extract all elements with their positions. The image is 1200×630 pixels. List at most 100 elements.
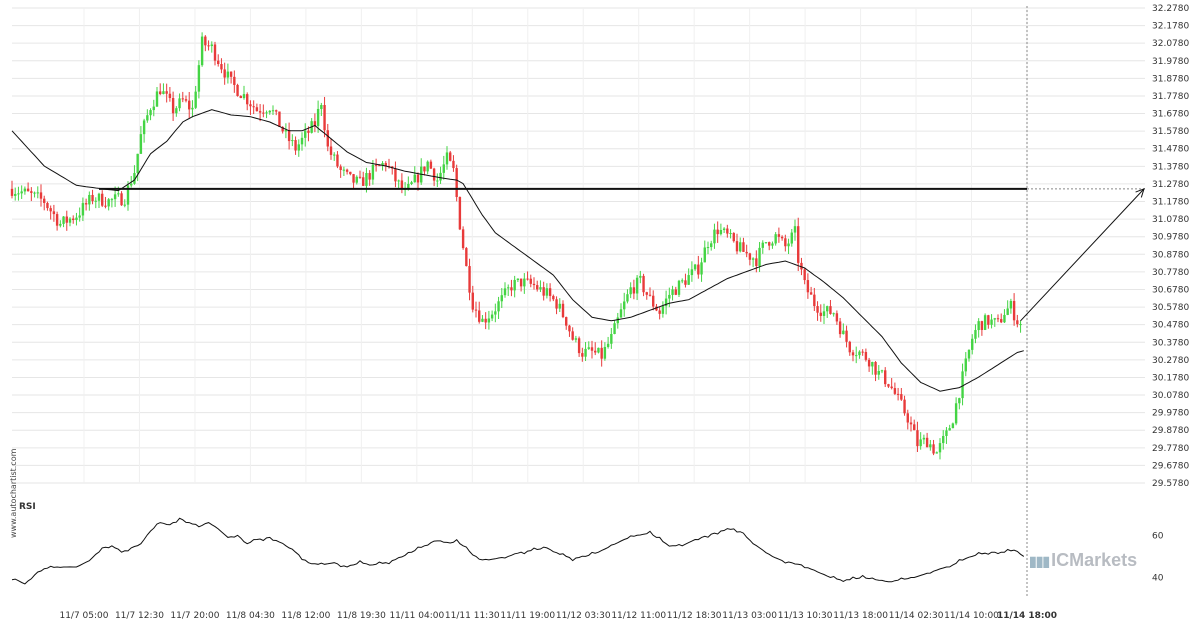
- candle-body: [690, 269, 694, 276]
- candle-body: [809, 292, 813, 295]
- candle-body: [381, 163, 384, 166]
- candle-body: [26, 188, 30, 192]
- y-tick-label: 32.0780: [1152, 39, 1189, 49]
- candle-body: [146, 115, 149, 121]
- candle-body: [790, 232, 793, 244]
- candle-body: [213, 44, 217, 61]
- y-tick-label: 30.4780: [1152, 321, 1189, 331]
- y-tick-label: 30.5780: [1152, 303, 1189, 313]
- icmarkets-logo: ▮▮▮ ICMarkets: [1029, 550, 1137, 571]
- candle-body: [967, 349, 971, 359]
- candle-body: [864, 351, 868, 360]
- y-tick-label: 32.2780: [1152, 4, 1189, 14]
- candle-body: [307, 130, 310, 133]
- candle-body: [68, 218, 72, 223]
- candle-body: [561, 303, 565, 318]
- candle-body: [945, 430, 948, 436]
- candle-body: [436, 180, 439, 182]
- candle-body: [726, 228, 729, 234]
- candle-body: [629, 287, 632, 295]
- candle-body: [355, 176, 358, 183]
- candle-body: [813, 294, 816, 307]
- candle-body: [97, 193, 101, 201]
- candle-body: [123, 204, 126, 206]
- candle-body: [603, 346, 607, 359]
- candle-body: [610, 333, 613, 344]
- y-tick-label: 31.5780: [1152, 127, 1189, 137]
- candle-body: [877, 370, 880, 375]
- candle-body: [971, 338, 974, 350]
- candle-body: [642, 275, 645, 293]
- candle-body: [291, 140, 294, 142]
- candle-body: [548, 288, 552, 296]
- candle-body: [851, 352, 855, 356]
- candle-body: [529, 278, 532, 284]
- candle-body: [165, 91, 168, 94]
- candle-body: [313, 121, 317, 126]
- candle-body: [819, 312, 822, 316]
- candlestick-series: [10, 32, 1022, 460]
- candle-body: [758, 247, 761, 266]
- candle-body: [59, 223, 62, 226]
- candle-body: [606, 343, 610, 347]
- candle-body: [906, 413, 909, 423]
- candle-body: [471, 292, 474, 310]
- candle-body: [55, 214, 59, 226]
- candle-body: [300, 137, 304, 145]
- candle-body: [252, 106, 255, 108]
- candle-body: [884, 370, 887, 385]
- y-tick-label: 29.9780: [1152, 409, 1189, 419]
- y-tick-label: 30.8780: [1152, 250, 1189, 260]
- candle-body: [684, 280, 687, 285]
- candle-body: [838, 321, 842, 335]
- candle-body: [497, 301, 500, 312]
- candle-body: [784, 238, 787, 247]
- candle-body: [400, 180, 404, 190]
- candle-body: [842, 330, 845, 335]
- candle-body: [613, 323, 616, 334]
- candle-body: [220, 64, 223, 70]
- candle-body: [287, 130, 291, 142]
- candle-body: [265, 112, 268, 114]
- y-tick-label: 30.3780: [1152, 338, 1189, 348]
- candle-body: [339, 166, 342, 171]
- candle-body: [133, 173, 136, 184]
- candle-body: [152, 106, 155, 111]
- candle-body: [175, 108, 178, 114]
- candle-body: [46, 202, 49, 209]
- candle-body: [429, 161, 433, 169]
- candle-body: [439, 172, 442, 181]
- candle-body: [101, 193, 104, 206]
- candle-body: [751, 258, 755, 260]
- candle-body: [426, 161, 429, 172]
- candle-body: [1012, 300, 1016, 321]
- candle-body: [774, 234, 777, 244]
- candle-body: [896, 393, 900, 395]
- y-tick-label: 32.1780: [1152, 22, 1189, 32]
- candle-body: [900, 394, 903, 400]
- candle-body: [200, 36, 204, 66]
- candle-body: [304, 130, 307, 138]
- candle-body: [816, 306, 819, 313]
- candle-body: [516, 278, 520, 280]
- candle-body: [855, 355, 858, 357]
- candle-body: [829, 306, 832, 314]
- candle-body: [188, 100, 191, 110]
- candle-body: [600, 347, 603, 359]
- candle-body: [526, 278, 529, 280]
- candle-body: [1016, 320, 1019, 325]
- candle-body: [52, 211, 56, 215]
- y-tick-label: 30.7780: [1152, 268, 1189, 278]
- candle-body: [503, 288, 507, 296]
- y-tick-label: 31.4780: [1152, 145, 1189, 155]
- overlays: [11, 6, 1145, 596]
- candle-body: [268, 110, 271, 113]
- candle-body: [697, 264, 700, 275]
- candle-body: [249, 104, 252, 107]
- candle-body: [871, 362, 874, 367]
- candle-body: [72, 218, 75, 221]
- candle-body: [626, 294, 629, 302]
- candle-body: [800, 262, 803, 270]
- candle-body: [722, 228, 726, 230]
- x-tick-label: 11/14 18:00: [997, 611, 1057, 621]
